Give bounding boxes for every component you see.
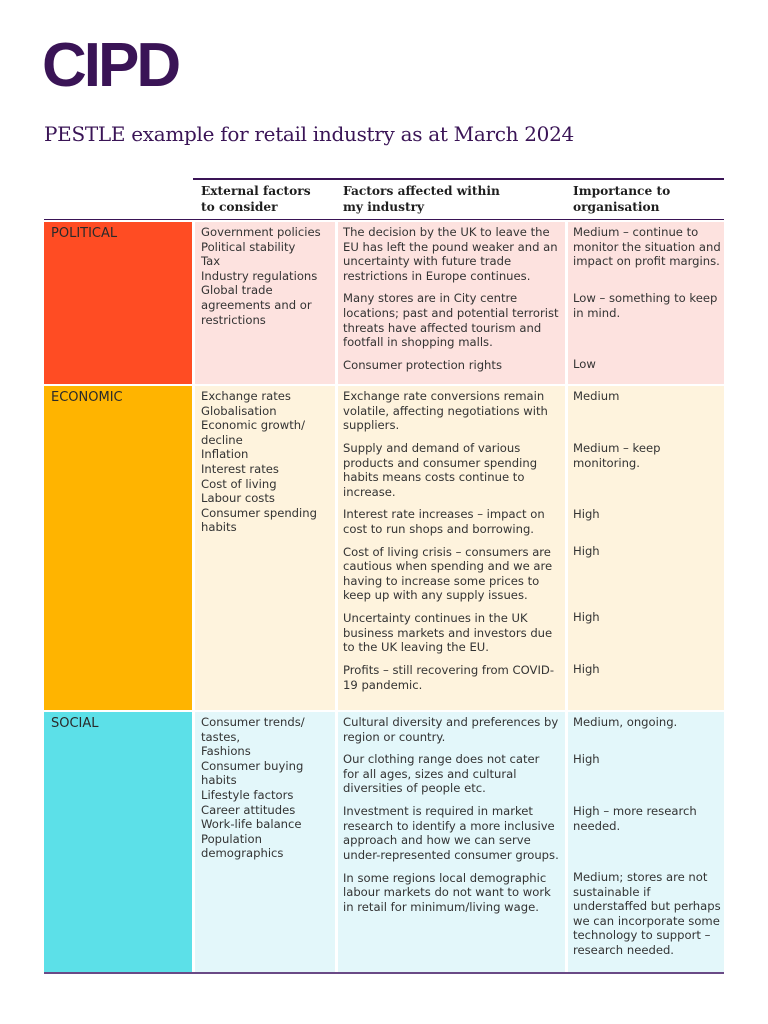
- external-factor: Consumer buying: [201, 758, 304, 773]
- factor-text: Supply and demand of various products an…: [343, 441, 538, 499]
- factors-affected-cell: Cultural diversity and preferences by re…: [338, 712, 565, 972]
- section-economic: ECONOMIC Exchange rates Globalisation Econo…: [44, 386, 724, 710]
- factor-text: Cost of living crisis – consumers are ca…: [343, 544, 553, 603]
- factors-affected-cell: Exchange rate conversions remain volatil…: [338, 386, 565, 710]
- header-line: my industry: [343, 200, 425, 214]
- external-factor: Global trade: [201, 283, 273, 298]
- external-factor: Consumer trends/: [201, 715, 305, 729]
- header-line: Importance to: [573, 184, 671, 198]
- section-social: SOCIAL Consumer trends/tastes, Fashions Con…: [44, 712, 724, 972]
- importance-text: High – more research needed.: [573, 804, 697, 833]
- category-label: ECONOMIC: [44, 386, 192, 710]
- importance-text: Medium – keep monitoring.: [573, 441, 661, 470]
- external-factor: Exchange rates: [201, 389, 291, 403]
- factor-text: Profits – still recovering from COVID-19…: [343, 662, 555, 692]
- external-factor: habits: [201, 520, 237, 535]
- importance-cell: Medium, ongoing. High High – more research…: [568, 712, 724, 972]
- importance-text: Low – something to keep in mind.: [573, 291, 718, 320]
- factor-text: Investment is required in market researc…: [343, 804, 559, 862]
- factor-text: Interest rate increases – impact on cost…: [343, 507, 545, 536]
- external-factors-cell: Consumer trends/tastes, Fashions Consumer …: [195, 712, 335, 972]
- factor-text: Uncertainty continues in the UK business…: [343, 610, 553, 655]
- category-label: POLITICAL: [44, 222, 192, 384]
- external-factor: Inflation: [201, 447, 249, 462]
- importance-text: High: [573, 610, 600, 624]
- header-line: organisation: [573, 200, 660, 214]
- external-factor: Globalisation: [201, 403, 277, 418]
- factor-text: Exchange rate conversions remain volatil…: [343, 389, 548, 433]
- importance-text: High: [573, 507, 600, 521]
- external-factor: Tax: [201, 254, 221, 269]
- external-factor: agreements and or: [201, 297, 312, 312]
- header-line: External factors: [201, 184, 311, 198]
- page-title: PESTLE example for retail industry as at…: [44, 122, 574, 146]
- external-factor: decline: [201, 432, 243, 447]
- external-factor: habits: [201, 773, 237, 788]
- header-top-rule: [193, 178, 724, 180]
- external-factor: restrictions: [201, 312, 266, 327]
- external-factor: Consumer spending: [201, 505, 317, 520]
- external-factor: Cost of living: [201, 476, 277, 491]
- external-factor: Population: [201, 831, 262, 846]
- table-body: POLITICAL Government policies Political st…: [44, 222, 724, 972]
- external-factor: Economic growth/: [201, 418, 306, 433]
- header-importance: Importance to organisation: [573, 183, 670, 215]
- external-factor: Labour costs: [201, 491, 275, 506]
- factor-text: In some regions local demographic labour…: [343, 870, 551, 914]
- table-bottom-rule: [44, 972, 724, 974]
- importance-text: Low: [573, 357, 596, 371]
- external-factor: Career attitudes: [201, 802, 296, 817]
- importance-text: Medium, ongoing.: [573, 715, 678, 729]
- external-factor: Interest rates: [201, 461, 279, 476]
- importance-text: Medium: [573, 389, 620, 403]
- external-factor: demographics: [201, 846, 284, 861]
- factor-text: The decision by the UK to leave the EU h…: [343, 225, 558, 283]
- pestle-table: External factors to consider Factors aff…: [44, 178, 724, 972]
- importance-text: Medium – continue to monitor the situati…: [573, 225, 721, 269]
- importance-cell: Medium – continue to monitor the situati…: [568, 222, 724, 384]
- external-factor: Political stability: [201, 239, 296, 254]
- importance-cell: Medium Medium – keep monitoring. High High H…: [568, 386, 724, 710]
- header-factors-affected: Factors affected within my industry: [343, 183, 500, 215]
- importance-text: High: [573, 662, 600, 676]
- factors-affected-cell: The decision by the UK to leave the EU h…: [338, 222, 565, 384]
- importance-text: High: [573, 544, 600, 558]
- importance-text: Medium; stores are not sustainable if un…: [573, 870, 721, 957]
- factor-text: Our clothing range does not cater for al…: [343, 752, 540, 796]
- external-factors-cell: Government policies Political stability Ta…: [195, 222, 335, 384]
- section-political: POLITICAL Government policies Political st…: [44, 222, 724, 384]
- importance-text: High: [573, 752, 600, 766]
- table-header: External factors to consider Factors aff…: [44, 178, 724, 220]
- header-line: Factors affected within: [343, 184, 500, 198]
- external-factor: tastes,: [201, 729, 241, 744]
- external-factor: Lifestyle factors: [201, 787, 294, 802]
- external-factor: Government policies: [201, 225, 321, 239]
- factor-text: Many stores are in City centre locations…: [343, 291, 559, 350]
- external-factor: Industry regulations: [201, 268, 318, 283]
- external-factors-cell: Exchange rates Globalisation Economic grow…: [195, 386, 335, 710]
- category-label: SOCIAL: [44, 712, 192, 972]
- header-external-factors: External factors to consider: [201, 183, 311, 215]
- factor-text: Consumer protection rights: [343, 357, 502, 372]
- cipd-logo: CIPD: [42, 31, 181, 100]
- external-factor: Fashions: [201, 744, 251, 759]
- factor-text: Cultural diversity and preferences by re…: [343, 715, 559, 744]
- header-bottom-rule: [44, 218, 724, 220]
- external-factor: Work-life balance: [201, 817, 302, 832]
- header-line: to consider: [201, 200, 278, 214]
